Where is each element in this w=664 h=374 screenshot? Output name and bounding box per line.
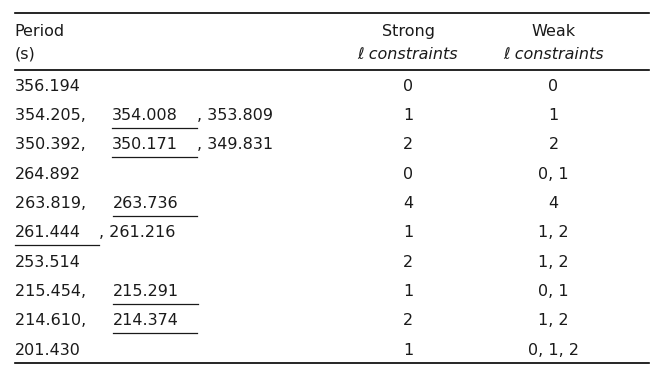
Text: Strong: Strong (382, 24, 434, 39)
Text: ℓ constraints: ℓ constraints (358, 47, 458, 62)
Text: 1, 2: 1, 2 (539, 225, 569, 240)
Text: 215.454,: 215.454, (15, 284, 91, 299)
Text: 253.514: 253.514 (15, 255, 80, 270)
Text: 1, 2: 1, 2 (539, 313, 569, 328)
Text: 1: 1 (403, 108, 413, 123)
Text: 4: 4 (548, 196, 558, 211)
Text: 2: 2 (403, 255, 413, 270)
Text: 354.205,: 354.205, (15, 108, 90, 123)
Text: 264.892: 264.892 (15, 167, 80, 182)
Text: 214.610,: 214.610, (15, 313, 91, 328)
Text: 2: 2 (548, 137, 558, 152)
Text: 1, 2: 1, 2 (539, 255, 569, 270)
Text: 356.194: 356.194 (15, 79, 80, 94)
Text: 0: 0 (548, 79, 558, 94)
Text: , 349.831: , 349.831 (197, 137, 273, 152)
Text: 350.171: 350.171 (112, 137, 178, 152)
Text: 1: 1 (403, 343, 413, 358)
Text: 215.291: 215.291 (113, 284, 179, 299)
Text: 354.008: 354.008 (112, 108, 178, 123)
Text: 201.430: 201.430 (15, 343, 80, 358)
Text: 214.374: 214.374 (113, 313, 179, 328)
Text: , 353.809: , 353.809 (197, 108, 273, 123)
Text: 0, 1: 0, 1 (539, 167, 569, 182)
Text: 261.444: 261.444 (15, 225, 80, 240)
Text: 2: 2 (403, 137, 413, 152)
Text: 4: 4 (403, 196, 413, 211)
Text: 263.819,: 263.819, (15, 196, 91, 211)
Text: , 261.216: , 261.216 (100, 225, 176, 240)
Text: 1: 1 (403, 284, 413, 299)
Text: 2: 2 (403, 313, 413, 328)
Text: 350.392,: 350.392, (15, 137, 90, 152)
Text: 1: 1 (548, 108, 558, 123)
Text: 1: 1 (403, 225, 413, 240)
Text: Period: Period (15, 24, 64, 39)
Text: (s): (s) (15, 47, 35, 62)
Text: 0, 1, 2: 0, 1, 2 (528, 343, 579, 358)
Text: Weak: Weak (531, 24, 576, 39)
Text: 263.736: 263.736 (113, 196, 178, 211)
Text: 0: 0 (403, 79, 413, 94)
Text: ℓ constraints: ℓ constraints (503, 47, 604, 62)
Text: 0, 1: 0, 1 (539, 284, 569, 299)
Text: 0: 0 (403, 167, 413, 182)
